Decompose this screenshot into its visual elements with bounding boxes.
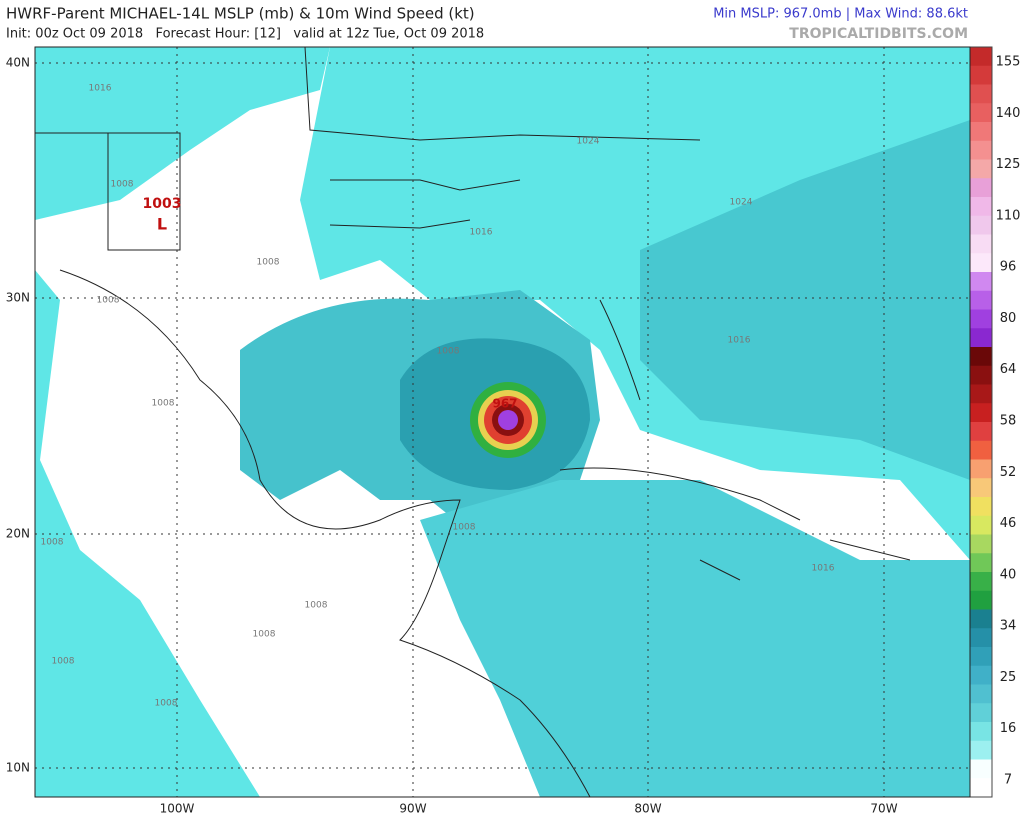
colorbar-segment: [970, 122, 992, 142]
site: TROPICALTIDBITS.COM: [789, 26, 968, 42]
colorbar-segment: [970, 65, 992, 85]
colorbar-label: 140: [996, 106, 1021, 121]
lon-label: 100W: [160, 802, 195, 816]
colorbar-label: 52: [1000, 465, 1017, 480]
colorbar-label: 46: [1000, 516, 1017, 531]
colorbar-segment: [970, 684, 992, 704]
colorbar-segment: [970, 515, 992, 535]
wind-shade: [420, 480, 970, 797]
colorbar-label: 25: [1000, 670, 1017, 685]
colorbar: 155 140 125 110 96 80 64 58 52 46 40 34 25 16 7: [969, 46, 1021, 798]
colorbar-segment: [970, 534, 992, 554]
colorbar-segment: [970, 440, 992, 460]
pressure-label: 1024: [577, 137, 600, 147]
borders: [35, 46, 911, 798]
colorbar-label: 155: [996, 55, 1021, 70]
graticule: 40N 30N 20N 10N 100W 90W 80W 70W 1003 L 967 1016 100…: [6, 47, 970, 816]
colorbar-segment: [970, 103, 992, 123]
colorbar-segment: [970, 215, 992, 235]
colorbar-segment: [970, 703, 992, 723]
pressure-label: 1008: [305, 601, 328, 611]
pressure-label: 1008: [152, 399, 175, 409]
colorbar-label: 40: [1000, 567, 1017, 582]
colorbar-label: 64: [1000, 362, 1017, 377]
pressure-label: 967: [492, 397, 517, 411]
colorbar-segment: [970, 290, 992, 310]
colorbar-segment: [970, 778, 992, 798]
pressure-label: 1008: [52, 657, 75, 667]
colorbar-label: 34: [1000, 619, 1017, 634]
colorbar-segment: [970, 309, 992, 329]
lat-label: 20N: [6, 527, 30, 541]
lon-label: 90W: [399, 802, 426, 816]
map: [35, 46, 970, 798]
colorbar-segment: [970, 609, 992, 629]
colorbar-segment: [970, 665, 992, 685]
colorbar-segment: [970, 197, 992, 217]
pressure-label: 1008: [97, 296, 120, 306]
pressure-label: 1003: [143, 196, 182, 212]
pressure-label: 1024: [730, 198, 753, 208]
colorbar-segment: [970, 590, 992, 610]
pressure-label: 1016: [89, 84, 112, 94]
lon-label: 80W: [634, 802, 661, 816]
wind-shade: [35, 270, 260, 797]
pressure-label: 1008: [253, 630, 276, 640]
pressure-label: 1016: [728, 336, 751, 346]
colorbar-segment: [970, 497, 992, 517]
storm-eye: [498, 410, 518, 430]
pressure-label: 1008: [453, 523, 476, 533]
colorbar-segment: [970, 159, 992, 179]
colorbar-label: 58: [1000, 414, 1017, 429]
pressure-label: L: [157, 215, 167, 234]
colorbar-segment: [970, 478, 992, 498]
colorbar-label: 125: [996, 157, 1021, 172]
colorbar-segment: [970, 384, 992, 404]
colorbar-segment: [970, 740, 992, 760]
colorbar-segment: [970, 722, 992, 742]
pressure-label: 1008: [41, 538, 64, 548]
colorbar-segment: [970, 459, 992, 479]
colorbar-segment: [970, 628, 992, 648]
lat-label: 40N: [6, 56, 30, 70]
pressure-label: 1008: [155, 699, 178, 709]
colorbar-segment: [970, 759, 992, 779]
colorbar-segment: [970, 140, 992, 160]
pressure-label: 1016: [470, 228, 493, 238]
colorbar-segment: [970, 272, 992, 292]
title: HWRF-Parent MICHAEL-14L MSLP (mb) & 10m …: [6, 5, 475, 23]
colorbar-segment: [970, 403, 992, 423]
colorbar-segment: [970, 347, 992, 367]
pressure-label: 1008: [111, 180, 134, 190]
wind-shade: [35, 47, 330, 220]
colorbar-segment: [970, 47, 992, 67]
colorbar-segment: [970, 553, 992, 573]
colorbar-segment: [970, 422, 992, 442]
colorbar-segment: [970, 647, 992, 667]
lon-label: 70W: [870, 802, 897, 816]
colorbar-label: 110: [996, 208, 1021, 223]
subtitle: Init: 00z Oct 09 2018 Forecast Hour: [12…: [6, 27, 484, 42]
pressure-label: 1008: [257, 258, 280, 268]
pressure-label: 1008: [437, 347, 460, 357]
pressure-label: 1016: [812, 564, 835, 574]
colorbar-label: 16: [1000, 721, 1017, 736]
colorbar-segment: [970, 234, 992, 254]
colorbar-segment: [970, 253, 992, 273]
colorbar-segment: [970, 365, 992, 385]
stats: Min MSLP: 967.0mb | Max Wind: 88.6kt: [713, 7, 968, 22]
colorbar-segment: [970, 178, 992, 198]
colorbar-segment: [970, 328, 992, 348]
wind-shade: [640, 120, 970, 480]
map-frame: [34, 46, 971, 798]
lat-label: 10N: [6, 761, 30, 775]
colorbar-label: 7: [1004, 773, 1012, 788]
colorbar-segment: [970, 84, 992, 104]
colorbar-segment: [970, 572, 992, 592]
lat-label: 30N: [6, 291, 30, 305]
colorbar-label: 96: [1000, 260, 1017, 275]
colorbar-label: 80: [1000, 311, 1017, 326]
